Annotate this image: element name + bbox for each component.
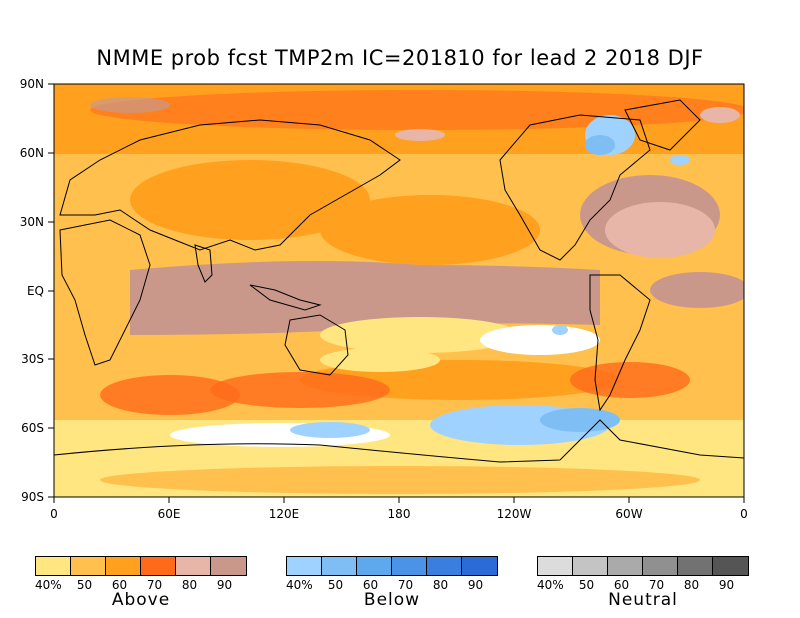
swatch-below-3 — [357, 557, 392, 575]
swatch-above-4 — [141, 557, 176, 575]
tick-label: 40% — [537, 578, 564, 592]
y-label-90n: 90N — [19, 77, 44, 91]
tick-label: 50 — [327, 578, 344, 592]
swatch-neutral-4 — [643, 557, 678, 575]
legend-neutral-swatches — [537, 556, 749, 576]
swatch-below-1 — [287, 557, 322, 575]
legend-above-swatches — [35, 556, 247, 576]
swatch-neutral-1 — [538, 557, 573, 575]
legend-below-name: Below — [363, 590, 421, 610]
swatch-above-5 — [176, 557, 211, 575]
y-label-60n: 60N — [19, 146, 44, 160]
x-label-120w: 120W — [496, 507, 532, 521]
legend-neutral-name: Neutral — [608, 590, 678, 610]
tick-label: 60 — [362, 578, 379, 592]
map-title: NMME prob fcst TMP2m IC=201810 for lead … — [96, 46, 704, 70]
tick-label: 70 — [397, 578, 414, 592]
swatch-below-4 — [392, 557, 427, 575]
swatch-neutral-2 — [573, 557, 608, 575]
tick-label: 80 — [432, 578, 449, 592]
tick-label: 60 — [111, 578, 128, 592]
legend-above: 40% 50 60 70 80 90 Above — [35, 556, 247, 610]
tick-label: 50 — [578, 578, 595, 592]
swatch-above-2 — [71, 557, 106, 575]
swatch-below-5 — [427, 557, 462, 575]
y-label-30s: 30S — [21, 352, 44, 366]
tick-label: 50 — [76, 578, 93, 592]
swatch-above-1 — [36, 557, 71, 575]
x-label-0: 0 — [50, 507, 58, 521]
swatch-above-3 — [106, 557, 141, 575]
probability-field — [54, 84, 744, 497]
swatch-neutral-5 — [678, 557, 713, 575]
legend-neutral: 40% 50 60 70 80 90 Neutral — [537, 556, 749, 610]
tick-label: 70 — [648, 578, 665, 592]
legend-above-ticks: 40% 50 60 70 80 90 — [35, 578, 247, 592]
x-label-180: 180 — [387, 507, 411, 521]
tick-label: 80 — [683, 578, 700, 592]
legend-neutral-ticks: 40% 50 60 70 80 90 — [537, 578, 749, 592]
tick-label: 40% — [35, 578, 62, 592]
swatch-below-6 — [462, 557, 497, 575]
tick-label: 80 — [181, 578, 198, 592]
x-label-60w: 60W — [615, 507, 643, 521]
tick-label: 70 — [146, 578, 163, 592]
legend-below: 40% 50 60 70 80 90 Below — [286, 556, 498, 610]
x-label-60e: 60E — [157, 507, 181, 521]
y-label-30n: 30N — [19, 215, 44, 229]
y-label-60s: 60S — [21, 421, 44, 435]
legend-below-ticks: 40% 50 60 70 80 90 — [286, 578, 498, 592]
legend-above-name: Above — [111, 590, 171, 610]
coastlines — [54, 99, 744, 463]
y-label-eq: EQ — [26, 284, 44, 298]
swatch-neutral-3 — [608, 557, 643, 575]
swatch-above-6 — [211, 557, 246, 575]
axis-ticks — [48, 83, 745, 503]
x-label-0-east: 0 — [740, 507, 748, 521]
tick-label: 40% — [286, 578, 313, 592]
tick-label: 90 — [718, 578, 735, 592]
tick-label: 60 — [613, 578, 630, 592]
tick-label: 90 — [467, 578, 484, 592]
swatch-neutral-6 — [713, 557, 748, 575]
y-label-90s: 90S — [21, 490, 44, 504]
x-label-120e: 120E — [268, 507, 300, 521]
legend-below-swatches — [286, 556, 498, 576]
swatch-below-2 — [322, 557, 357, 575]
tick-label: 90 — [216, 578, 233, 592]
